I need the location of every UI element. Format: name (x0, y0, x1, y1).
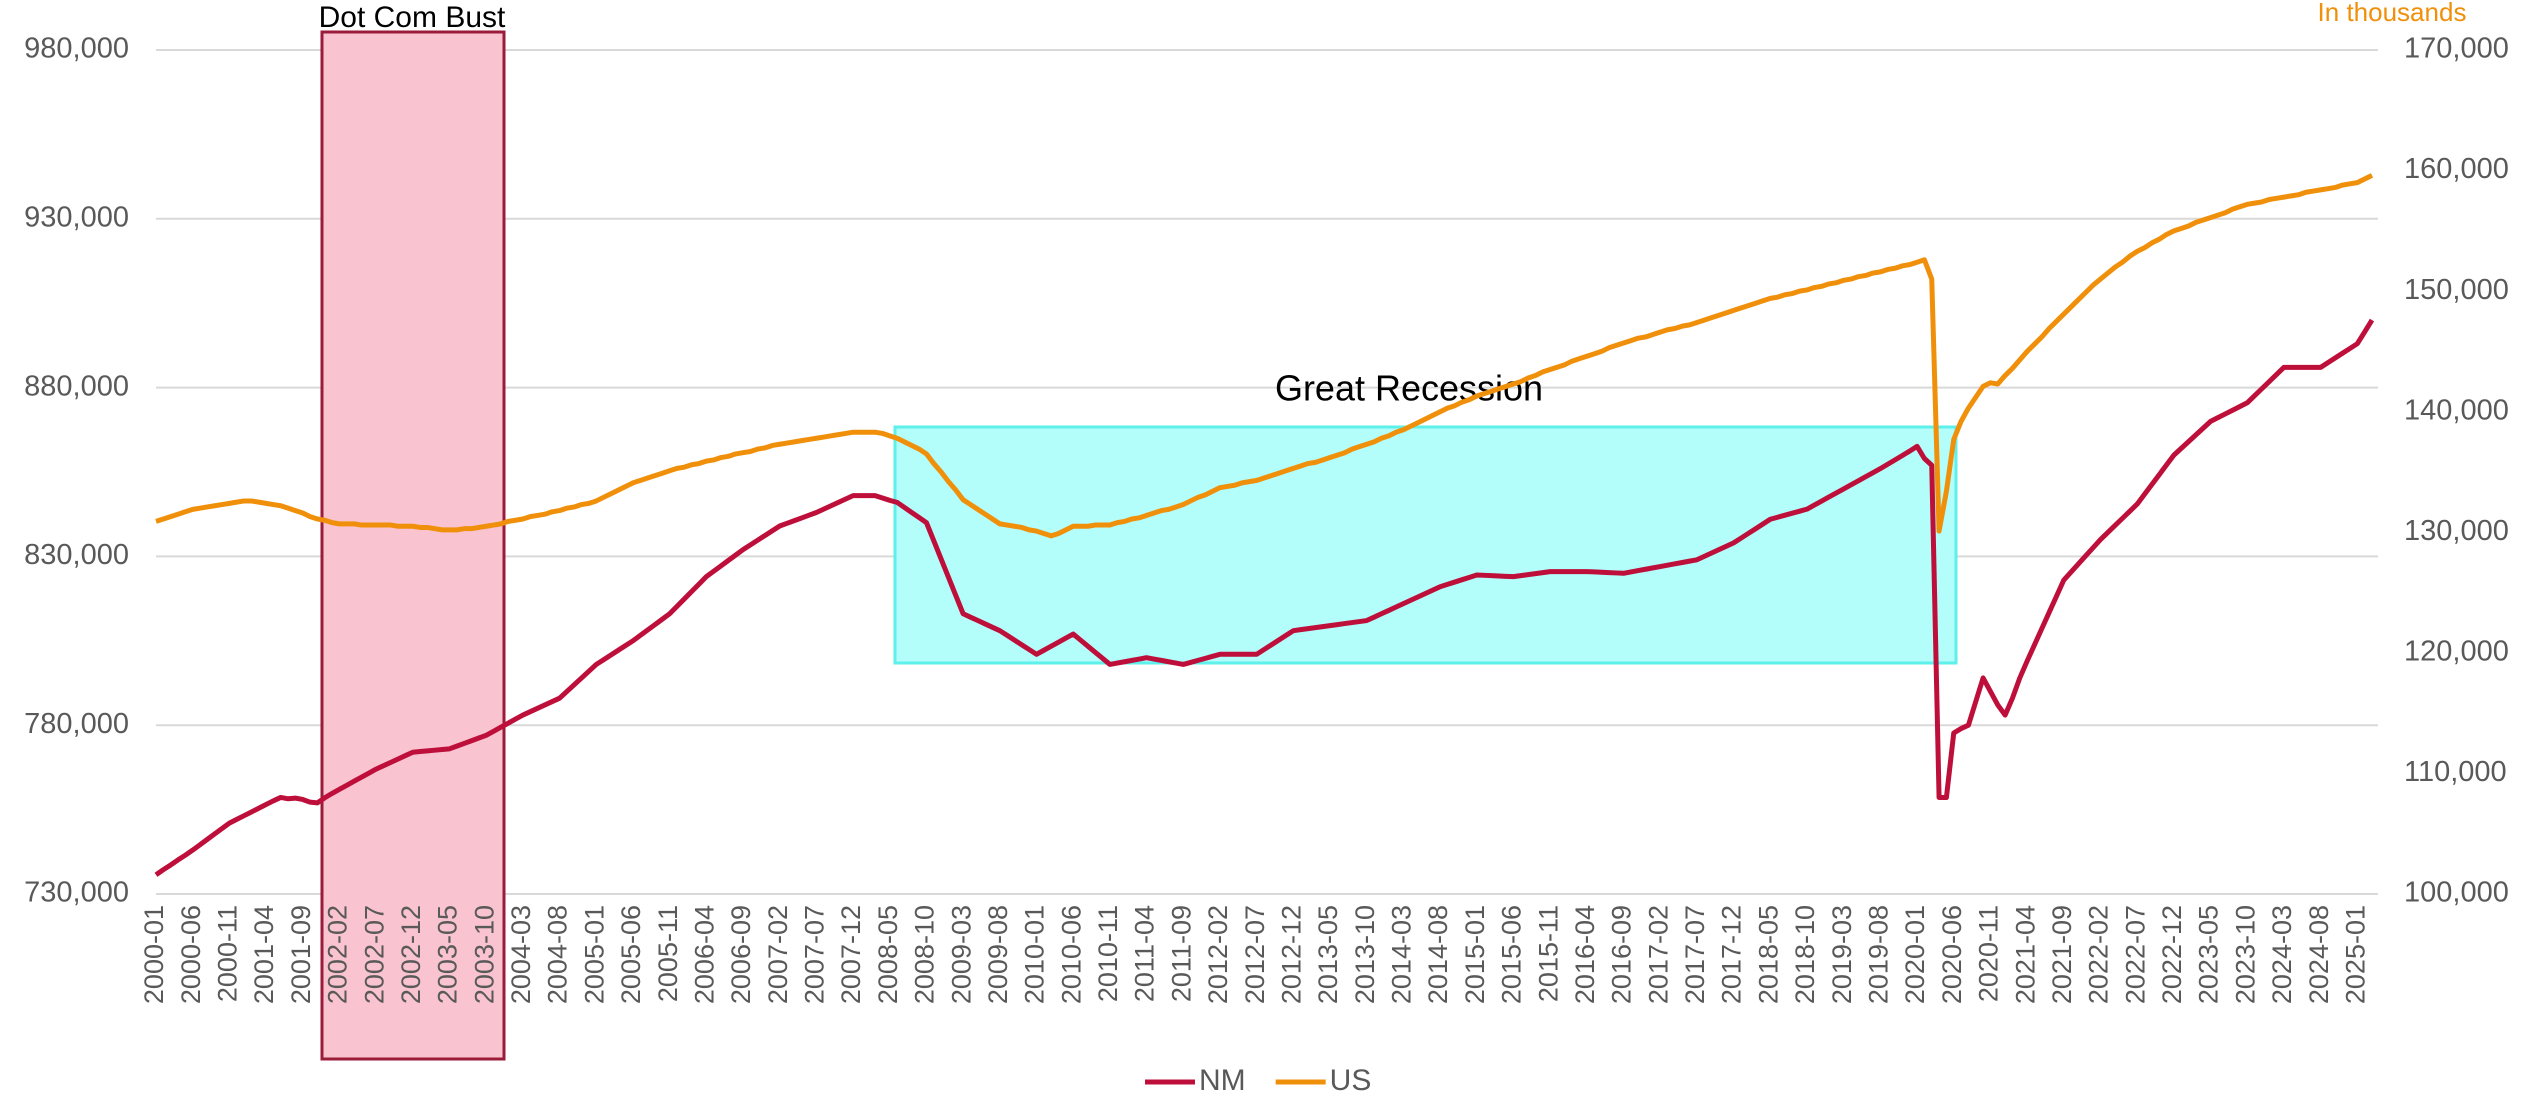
x-tick-label: 2016-09 (1607, 905, 1637, 1004)
x-tick-label: 2024-03 (2267, 905, 2297, 1004)
x-tick-label: 2014-08 (1423, 905, 1453, 1004)
x-tick-label: 2009-08 (983, 905, 1013, 1004)
x-tick-label: 2022-12 (2157, 905, 2187, 1004)
dot-com-shade (320, 30, 506, 1061)
x-tick-label: 2018-10 (1790, 905, 1820, 1004)
x-tick-label: 2017-12 (1717, 905, 1747, 1004)
x-tick-label: 2001-09 (286, 905, 316, 1004)
x-tick-label: 2011-09 (1166, 905, 1196, 1002)
series-line (155, 173, 2374, 539)
x-tick-label: 2017-02 (1643, 905, 1673, 1004)
x-tick-label: 2009-03 (946, 905, 976, 1004)
y2-tick-label: 160,000 (2404, 153, 2509, 185)
legend-label: NM (1199, 1064, 1246, 1096)
x-tick-label: 2005-01 (579, 905, 609, 1004)
legend-label: US (1330, 1064, 1372, 1096)
x-tick-label: 2004-08 (543, 905, 573, 1004)
x-tick-label: 2019-03 (1827, 905, 1857, 1004)
x-tick-label: 2019-08 (1863, 905, 1893, 1004)
x-tick-label: 2010-11 (1093, 905, 1123, 1002)
x-tick-label: 2011-04 (1130, 905, 1160, 1002)
x-tick-label: 2002-07 (359, 905, 389, 1004)
y2-tick-label: 170,000 (2404, 33, 2509, 65)
x-tick-label: 2024-08 (2304, 905, 2334, 1004)
x-tick-label: 2006-04 (689, 905, 719, 1004)
x-tick-label: 2021-09 (2047, 905, 2077, 1004)
series-line (154, 318, 2375, 877)
x-tick-label: 2001-04 (249, 905, 279, 1004)
x-tick-label: 2007-12 (836, 905, 866, 1004)
y2-tick-label: 100,000 (2404, 877, 2509, 909)
x-tick-label: 2022-07 (2120, 905, 2150, 1004)
annotation: Dot Com Bust (319, 1, 506, 34)
y2-tick-label: 120,000 (2404, 636, 2509, 668)
x-tick-label: 2012-02 (1203, 905, 1233, 1004)
x-tick-label: 2004-03 (506, 905, 536, 1004)
x-tick-label: 2022-02 (2084, 905, 2114, 1004)
x-tick-label: 2015-01 (1460, 905, 1490, 1004)
y-tick-label: 930,000 (24, 201, 129, 233)
x-tick-label: 2003-05 (433, 905, 463, 1004)
x-tick-label: 2000-06 (176, 905, 206, 1004)
y-tick-label: 730,000 (24, 877, 129, 909)
x-tick-label: 2020-01 (1900, 905, 1930, 1004)
x-tick-label: 2010-01 (1020, 905, 1050, 1004)
x-tick-label: 2016-04 (1570, 905, 1600, 1004)
x-tick-label: 2014-03 (1387, 905, 1417, 1004)
lines (154, 173, 2375, 877)
x-tick-label: 2002-02 (323, 905, 353, 1004)
x-tick-label: 2021-04 (2010, 905, 2040, 1004)
x-tick-label: 2020-06 (1937, 905, 1967, 1004)
y2-tick-label: 150,000 (2404, 274, 2509, 306)
y-tick-label: 980,000 (24, 33, 129, 65)
x-tick-label: 2005-06 (616, 905, 646, 1004)
x-tick-label: 2002-12 (396, 905, 426, 1004)
x-tick-label: 2025-01 (2340, 905, 2370, 1004)
x-tick-label: 2005-11 (653, 905, 683, 1002)
x-tick-label: 2008-10 (910, 905, 940, 1004)
x-tick-label: 2015-06 (1497, 905, 1527, 1004)
x-tick-label: 2000-01 (139, 905, 169, 1004)
x-tick-label: 2013-05 (1313, 905, 1343, 1004)
x-tick-label: 2003-10 (469, 905, 499, 1004)
y2-tick-label: 110,000 (2404, 756, 2507, 788)
x-tick-label: 2008-05 (873, 905, 903, 1004)
x-tick-label: 2010-06 (1056, 905, 1086, 1004)
x-tick-label: 2007-02 (763, 905, 793, 1004)
legend: NM US (1145, 1064, 1371, 1096)
y-tick-label: 780,000 (24, 708, 129, 740)
x-tick-label: 2006-09 (726, 905, 756, 1004)
y-tick-label: 880,000 (24, 370, 129, 402)
x-tick-label: 2018-05 (1753, 905, 1783, 1004)
x-tick-label: 2013-10 (1350, 905, 1380, 1004)
y2-tick-label: 130,000 (2404, 515, 2509, 547)
x-tick-label: 2015-11 (1533, 905, 1563, 1002)
x-tick-label: 2020-11 (1974, 905, 2004, 1002)
x-tick-label: 2017-07 (1680, 905, 1710, 1004)
y2-tick-label: 140,000 (2404, 394, 2509, 426)
x-tick-label: 2007-07 (800, 905, 830, 1004)
x-tick-label: 2023-05 (2194, 905, 2224, 1004)
x-tick-label: 2000-11 (213, 905, 243, 1002)
x-tick-label: 2012-07 (1240, 905, 1270, 1004)
x-tick-label: 2023-10 (2230, 905, 2260, 1004)
y2-axis-label: In thousands (2318, 0, 2467, 27)
x-tick-label: 2012-12 (1276, 905, 1306, 1004)
y-tick-label: 830,000 (24, 539, 129, 571)
recession-shade (893, 425, 1958, 665)
